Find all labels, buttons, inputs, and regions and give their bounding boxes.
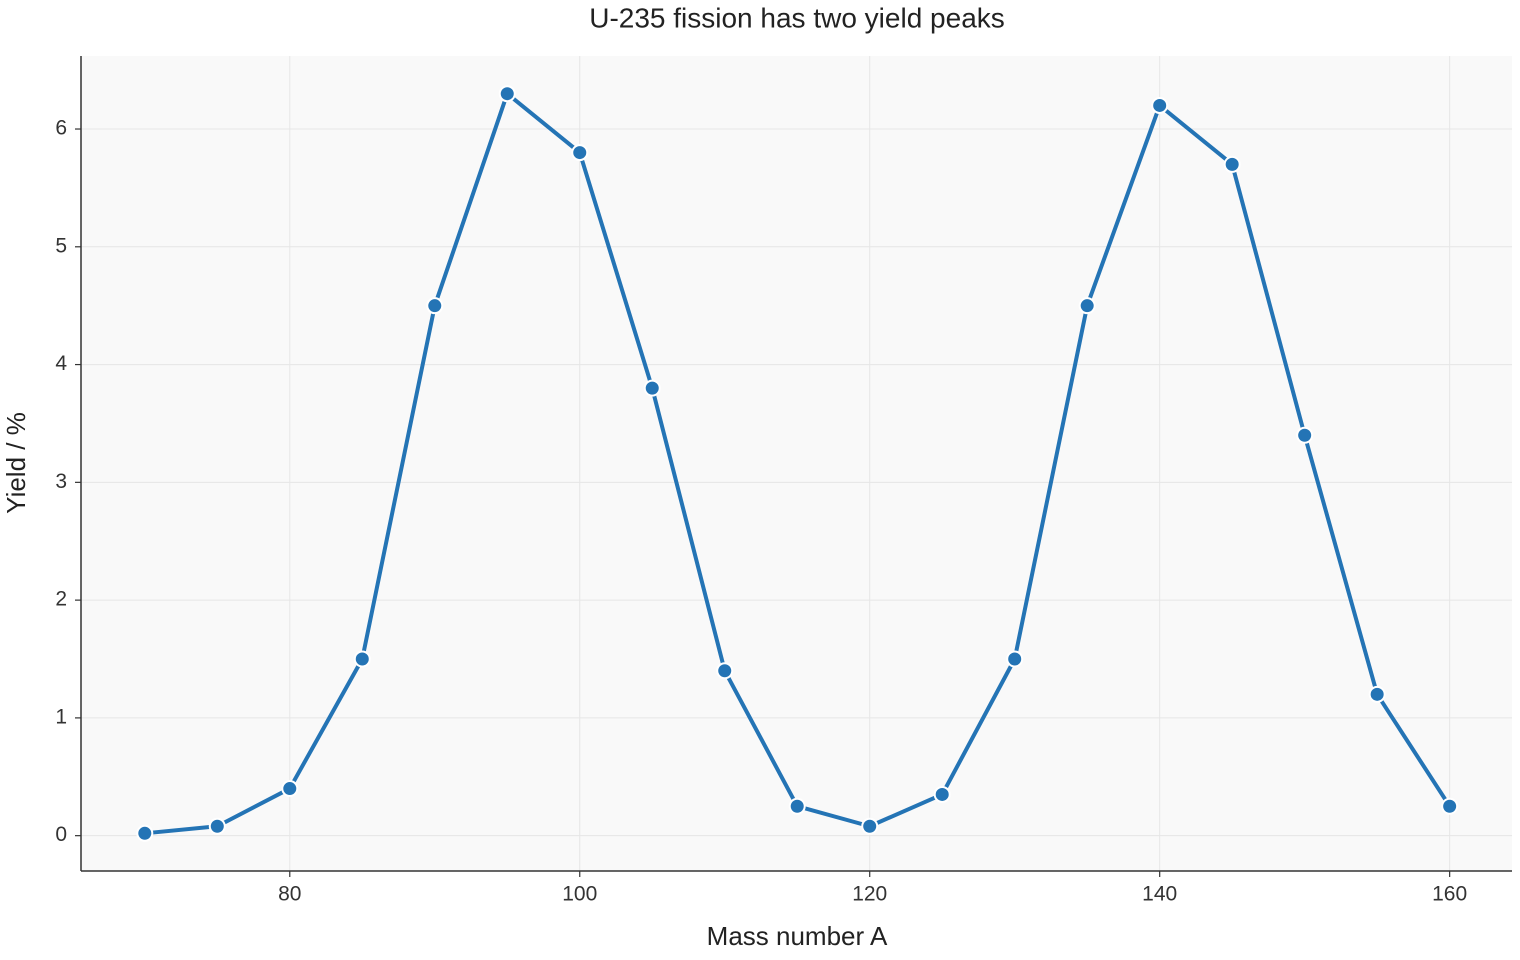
data-point xyxy=(1296,426,1314,444)
data-point xyxy=(933,785,951,803)
data-point xyxy=(208,817,226,835)
data-point xyxy=(136,824,154,842)
data-point xyxy=(1078,297,1096,315)
data-point xyxy=(426,297,444,315)
chart-title: U-235 fission has two yield peaks xyxy=(589,2,1005,33)
y-tick-label: 2 xyxy=(55,588,67,611)
data-point xyxy=(1151,96,1169,114)
x-tick-label: 100 xyxy=(562,883,597,906)
data-point xyxy=(571,144,589,162)
data-point xyxy=(1368,685,1386,703)
y-tick-label: 3 xyxy=(55,470,67,493)
x-tick-label: 80 xyxy=(278,883,301,906)
data-point xyxy=(861,817,879,835)
x-tick-label: 140 xyxy=(1142,883,1177,906)
y-tick-label: 1 xyxy=(55,705,67,728)
data-point xyxy=(643,379,661,397)
marks xyxy=(136,85,1459,842)
plot-area xyxy=(81,56,1512,871)
x-tick-label: 160 xyxy=(1432,883,1467,906)
data-point xyxy=(1006,650,1024,668)
data-point xyxy=(1441,797,1459,815)
data-point xyxy=(1223,155,1241,173)
x-axis-label: Mass number A xyxy=(707,921,888,951)
y-axis-label: Yield / % xyxy=(1,412,31,514)
data-point xyxy=(716,662,734,680)
y-tick-label: 5 xyxy=(55,234,67,257)
y-tick-label: 4 xyxy=(55,352,67,375)
grid xyxy=(81,56,1512,871)
data-point xyxy=(788,797,806,815)
data-point xyxy=(281,780,299,798)
y-tick-label: 6 xyxy=(55,117,67,140)
data-point xyxy=(353,650,371,668)
y-tick-label: 0 xyxy=(55,823,67,846)
data-point xyxy=(498,85,516,103)
x-tick-label: 120 xyxy=(852,883,887,906)
